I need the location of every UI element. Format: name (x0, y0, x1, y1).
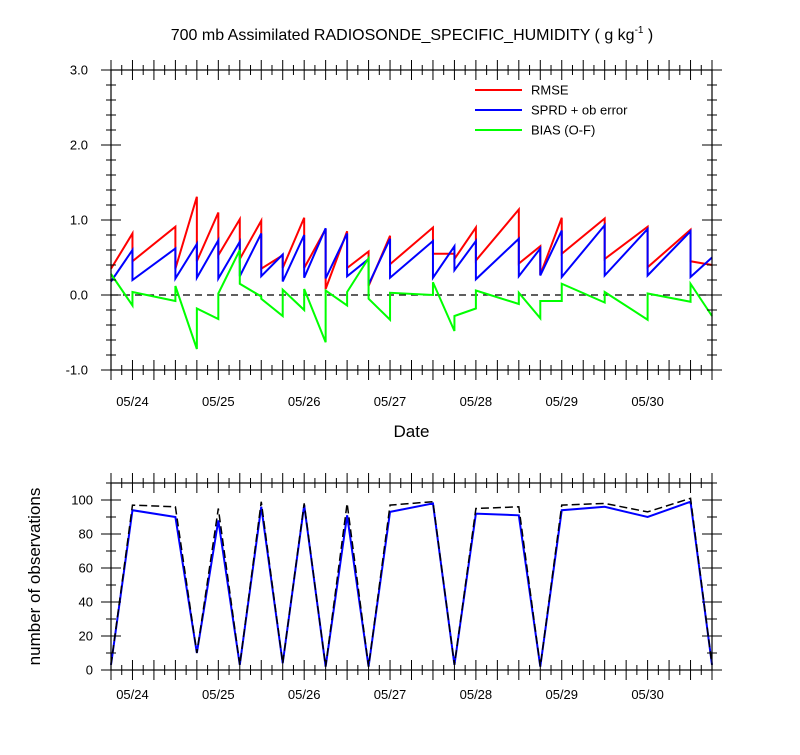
y-tick-label: 2.0 (70, 138, 88, 153)
y-tick-label: 40 (79, 595, 93, 610)
x-tick-label-date: 05/30 (631, 687, 664, 702)
x-tick-label-date: 05/30 (631, 394, 664, 409)
x-tick-label-date: 05/25 (202, 394, 235, 409)
x-tick-label-date: 05/27 (374, 687, 407, 702)
legend-label: SPRD + ob error (531, 103, 628, 118)
x-tick-label-date: 05/25 (202, 687, 235, 702)
y-tick-label: 20 (79, 629, 93, 644)
y-tick-label: 60 (79, 561, 93, 576)
x-tick-label-date: 05/28 (460, 687, 493, 702)
y-tick-label: -1.0 (66, 363, 88, 378)
y-axis-title: number of observations (25, 488, 44, 666)
series-line-sprd-ob-error (110, 222, 713, 285)
x-axis-title: Date (394, 422, 430, 441)
legend-label: RMSE (531, 83, 569, 98)
series-line-rmse (110, 196, 713, 290)
x-tick-label-date: 05/24 (116, 394, 149, 409)
title-superscript: -1 (635, 25, 644, 36)
chart-legend: RMSE SPRD + ob error BIAS (O-F) (475, 83, 628, 138)
title-text: 700 mb Assimilated RADIOSONDE_SPECIFIC_H… (171, 27, 635, 44)
x-tick-label-date: 05/26 (288, 394, 321, 409)
series-line-bias-o-f (110, 249, 713, 350)
y-tick-label: 80 (79, 527, 93, 542)
x-tick-label-date: 05/26 (288, 687, 321, 702)
statistics-panel: -1.0 0.0 1.0 2.0 3.0 05/24 05/25 05/26 05/27 05/2… (66, 60, 722, 441)
y-tick-label: 0.0 (70, 288, 88, 303)
x-tick-label-date: 05/28 (460, 394, 493, 409)
title-suffix: ) (643, 27, 653, 44)
y-tick-label: 0 (86, 663, 93, 678)
x-tick-label-date: 05/27 (374, 394, 407, 409)
observations-panel: 0 20 40 60 80 100 05/24 05/25 05/26 05/27 05/28 05/… (25, 473, 722, 702)
series-line-assimilated-observations (110, 500, 713, 667)
y-tick-label: 3.0 (70, 63, 88, 78)
x-tick-label-date: 05/29 (545, 687, 578, 702)
chart-title: 700 mb Assimilated RADIOSONDE_SPECIFIC_H… (171, 25, 654, 44)
y-tick-label: 100 (71, 493, 93, 508)
x-tick-label-date: 05/24 (116, 687, 149, 702)
legend-label: BIAS (O-F) (531, 123, 595, 138)
x-tick-label-date: 05/29 (545, 394, 578, 409)
y-tick-label: 1.0 (70, 213, 88, 228)
series-line-total-observations (110, 497, 713, 667)
